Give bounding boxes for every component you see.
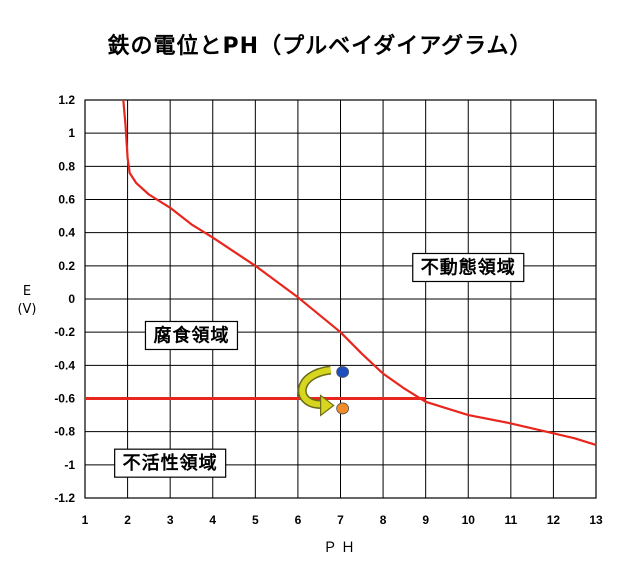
y-tick-label: -0.2 [54, 325, 75, 339]
arrow-head [320, 394, 335, 417]
y-tick-label: -0.4 [54, 358, 75, 372]
y-tick-label: 0.2 [58, 259, 75, 273]
chart-title: 鉄の電位とPH（プルベイダイアグラム） [107, 34, 533, 59]
x-tick-label: 13 [589, 513, 603, 527]
y-axis-label: E (V) [12, 283, 42, 319]
y-tick-label: 0 [68, 292, 75, 306]
region-label-box [412, 252, 525, 283]
marker-blue [336, 366, 350, 378]
region-label: 不活性領域 [123, 452, 218, 474]
y-tick-label: 0.8 [58, 159, 75, 173]
marker-orange [336, 402, 350, 415]
y-tick-label: 0.6 [58, 193, 75, 207]
x-tick-label: 10 [462, 513, 476, 527]
x-tick-label: 1 [82, 513, 89, 527]
series-lines [85, 99, 597, 446]
x-axis-label: ＰＨ [323, 540, 359, 556]
arrow-shaft [299, 366, 332, 408]
x-tick-label: 9 [422, 513, 429, 527]
potential-curve [122, 99, 597, 446]
region-label: 不動態領域 [421, 256, 516, 278]
x-tick-label: 8 [380, 513, 387, 527]
x-tick-label: 2 [124, 513, 131, 527]
x-tick-label: 4 [209, 513, 216, 527]
y-tick-label: -0.6 [54, 392, 75, 406]
x-tick-labels: 1 2 3 4 5 6 7 8 9 10 11 12 13 [82, 513, 603, 527]
y-axis-label-line2: (V) [17, 302, 37, 317]
y-tick-label: -1.2 [54, 491, 75, 505]
x-tick-label: 7 [337, 513, 344, 527]
y-tick-label: -1 [64, 458, 75, 472]
x-tick-label: 12 [547, 513, 561, 527]
x-tick-label: 6 [295, 513, 302, 527]
region-label: 腐食領域 [153, 324, 229, 346]
region-label-box [144, 320, 239, 351]
y-tick-label: 1.2 [58, 93, 75, 107]
y-tick-label: -0.8 [54, 425, 75, 439]
x-tick-label: 3 [167, 513, 174, 527]
y-tick-label: 0.4 [58, 226, 75, 240]
x-tick-label: 5 [252, 513, 259, 527]
region-label-box [114, 448, 227, 478]
x-tick-label: 11 [504, 513, 517, 527]
y-tick-labels: 1.2 1 0.8 0.6 0.4 0.2 0 -0.2 -0.4 -0.6 -0.8 -1 -1.2 [54, 93, 75, 505]
y-tick-label: 1 [68, 126, 75, 140]
grid [84, 99, 597, 499]
transition-arrow [297, 365, 335, 417]
y-axis-label-line1: E [22, 284, 32, 299]
state-markers [336, 366, 350, 415]
